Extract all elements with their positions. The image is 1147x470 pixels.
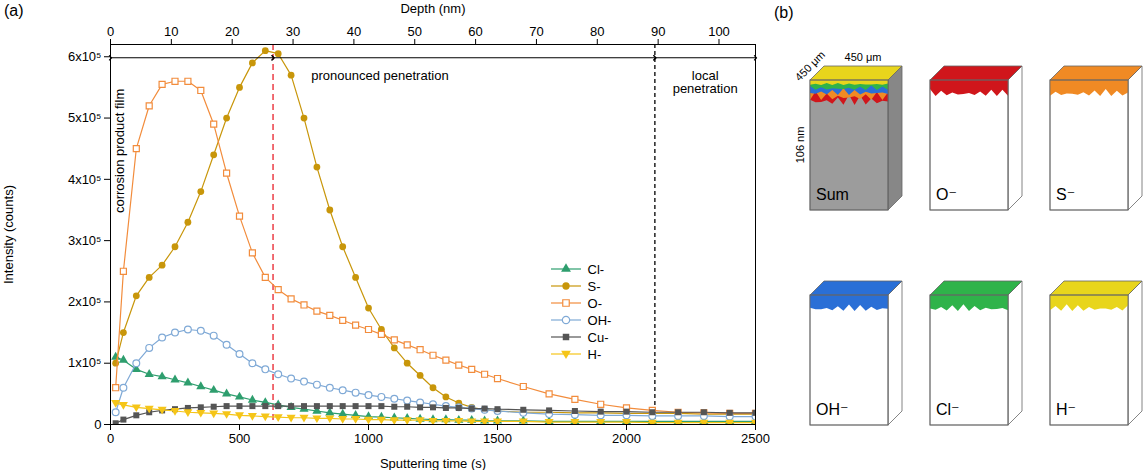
svg-text:10: 10 (164, 24, 178, 39)
svg-text:Depth (nm): Depth (nm) (400, 1, 465, 16)
svg-text:O⁻: O⁻ (936, 186, 957, 203)
svg-text:500: 500 (229, 431, 251, 446)
svg-text:Sputtering time (s): Sputtering time (s) (380, 456, 486, 470)
html-text:Cl-: Cl- (587, 261, 605, 277)
svg-text:0: 0 (107, 24, 114, 39)
svg-text:6x10⁵: 6x10⁵ (68, 49, 102, 64)
svg-text:3x10⁵: 3x10⁵ (68, 233, 102, 248)
svg-text:450 μm: 450 μm (793, 49, 828, 84)
svg-text:2000: 2000 (612, 431, 641, 446)
svg-text:S⁻: S⁻ (1056, 186, 1075, 203)
svg-text:OH⁻: OH⁻ (816, 401, 848, 418)
svg-text:localpenetration: localpenetration (673, 68, 738, 96)
svg-text:pronounced penetration: pronounced penetration (311, 68, 448, 83)
svg-text:2500: 2500 (741, 431, 770, 446)
svg-text:450 μm: 450 μm (845, 51, 882, 63)
svg-text:0: 0 (107, 431, 114, 446)
html-text:H-: H- (587, 346, 602, 362)
svg-text:1500: 1500 (483, 431, 512, 446)
svg-text:20: 20 (225, 24, 239, 39)
html-text:O-: O- (587, 295, 602, 311)
html-text:S-: S- (587, 278, 601, 294)
svg-text:60: 60 (468, 24, 482, 39)
svg-text:Sum: Sum (816, 186, 849, 203)
svg-text:(b): (b) (774, 4, 794, 21)
svg-text:70: 70 (529, 24, 543, 39)
svg-text:90: 90 (651, 24, 665, 39)
svg-text:Cl⁻: Cl⁻ (936, 401, 960, 418)
html-text:Cu-: Cu- (587, 329, 609, 345)
svg-text:2x10⁵: 2x10⁵ (68, 294, 102, 309)
html-text:OH-: OH- (587, 312, 612, 328)
svg-text:100: 100 (708, 24, 730, 39)
svg-text:50: 50 (408, 24, 422, 39)
svg-text:40: 40 (347, 24, 361, 39)
svg-text:1x10⁵: 1x10⁵ (68, 355, 102, 370)
svg-text:5x10⁵: 5x10⁵ (68, 110, 102, 125)
html-text:(a): (a) (4, 2, 24, 19)
svg-text:106 nm: 106 nm (794, 127, 806, 164)
svg-text:4x10⁵: 4x10⁵ (68, 171, 102, 186)
svg-text:30: 30 (286, 24, 300, 39)
svg-text:corrosion product film: corrosion product film (112, 89, 127, 213)
svg-text:1000: 1000 (354, 431, 383, 446)
svg-text:Intensity (counts): Intensity (counts) (1, 185, 16, 284)
svg-text:0: 0 (94, 417, 101, 432)
svg-text:H⁻: H⁻ (1056, 401, 1076, 418)
svg-text:80: 80 (590, 24, 604, 39)
